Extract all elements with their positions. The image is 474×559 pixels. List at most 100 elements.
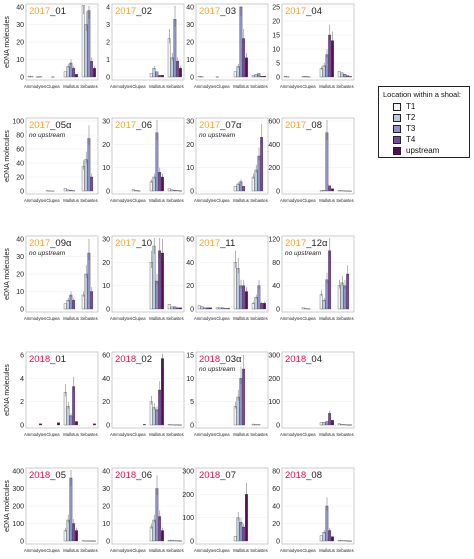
bar (176, 307, 180, 310)
bar (155, 409, 159, 426)
panel-year: 2018 (199, 470, 220, 481)
bar (69, 477, 73, 542)
x-tick-label: Ammodytes (110, 84, 132, 89)
panel-title: 2017_06 (115, 120, 152, 131)
bar (224, 308, 228, 310)
panel-title: 2017_08 (285, 120, 322, 131)
x-tick-label: Clupea (216, 198, 230, 203)
bar (75, 74, 78, 78)
panel-note: no upstream (29, 132, 66, 139)
panel-2018_07: 0 100 200 300 Ammodytes Clupea Mallotus Sebaste… (182, 467, 269, 553)
bar (319, 68, 323, 78)
y-tick-label: 10 (186, 165, 194, 172)
panel-id: _04 (305, 6, 322, 17)
y-tick-label: 30 (16, 22, 24, 29)
panel-2017_07: 0 10 20 30 Ammodytes Clupea Mallotus Sebastes 20… (186, 117, 269, 203)
y-tick-label: 20 (102, 399, 110, 406)
x-tick-label: Sebastes (336, 548, 353, 553)
x-tick-label: Mallotus (63, 548, 79, 553)
bar (233, 406, 237, 426)
bar (152, 407, 156, 426)
y-tick-label: 40 (16, 237, 24, 244)
bar (322, 532, 326, 542)
bar (66, 300, 70, 310)
bar (239, 6, 243, 78)
panel-note: no upstream (29, 250, 66, 257)
bar (87, 10, 91, 78)
bar (81, 166, 85, 192)
x-tick-label: Mallotus (149, 432, 165, 437)
bar (325, 505, 329, 542)
x-tick-label: Ammodytes (24, 198, 46, 203)
y-tick-label: 200 (268, 376, 280, 383)
y-tick-label: 80 (272, 469, 280, 476)
panel-year: 2017 (285, 238, 306, 249)
bar (251, 423, 255, 426)
y-tick-label: 0 (20, 307, 24, 314)
x-tick-label: Mallotus (149, 198, 165, 203)
y-tick-label: 100 (12, 119, 24, 126)
x-tick-label: Mallotus (319, 316, 335, 321)
bar (69, 415, 73, 426)
bar (233, 536, 237, 542)
panel-id: _02 (135, 354, 152, 365)
panel-title: 2018_07 (199, 470, 236, 481)
y-tick-label: 20 (102, 260, 110, 267)
bar (66, 519, 70, 542)
panel-id: _07 (219, 470, 236, 481)
y-tick-label: 400 (268, 142, 280, 149)
x-tick-label: Mallotus (63, 316, 79, 321)
bar (179, 307, 182, 310)
legend-title: Location within a shoal: (383, 90, 461, 99)
x-tick-label: Ammodytes (280, 316, 302, 321)
panel-2017_01: 0 10 20 30 40 Ammodytes Clupea Mallotus Sebastes… (16, 3, 99, 89)
y-tick-label: 0 (106, 539, 110, 546)
bar (233, 71, 237, 78)
panel-year: 2017 (199, 120, 220, 131)
y-tick-label: 4 (106, 5, 110, 12)
panel-id: _10 (135, 238, 152, 249)
y-tick-label: 30 (102, 486, 110, 493)
bar (319, 422, 323, 426)
panel-2018_02: 0 20 40 60 Ammodytes Clupea Mallotus Sebastes 20… (102, 351, 185, 437)
panel-id: _06 (135, 470, 152, 481)
y-tick-label: 120 (268, 237, 280, 244)
bar (257, 155, 261, 192)
x-tick-label: Sebastes (250, 316, 267, 321)
panel-title: 2017_10 (115, 238, 152, 249)
panel-year: 2017 (199, 238, 220, 249)
y-tick-label: 100 (268, 399, 280, 406)
y-tick-label: 0 (276, 539, 280, 546)
y-tick-label: 10 (102, 521, 110, 528)
bar (158, 250, 162, 310)
x-tick-label: Clupea (216, 432, 230, 437)
panel-year: 2017 (285, 120, 306, 131)
bar (134, 190, 138, 192)
panel-title: 2017_09α (29, 238, 72, 249)
legend-label-t1: T1 (406, 102, 416, 111)
bar (155, 71, 159, 78)
bar (263, 75, 266, 78)
panel-note: no upstream (199, 132, 236, 139)
x-tick-label: Mallotus (319, 84, 335, 89)
x-tick-label: Ammodytes (194, 84, 216, 89)
bar (149, 401, 153, 426)
panel-title: 2017_11 (199, 238, 235, 249)
bar (87, 138, 91, 192)
y-tick-label: 400 (12, 469, 24, 476)
x-tick-label: Clupea (302, 548, 316, 553)
panel-title: 2018_01 (29, 354, 66, 365)
panel-title: 2018_04 (285, 354, 322, 365)
bar (63, 530, 67, 542)
y-tick-label: 30 (102, 237, 110, 244)
x-tick-label: Mallotus (63, 84, 79, 89)
bar (158, 75, 162, 78)
y-tick-label: 30 (186, 119, 194, 126)
panel-id: _11 (219, 238, 235, 249)
panel-2017_04: 0 5 10 15 20 25 Ammodytes Clupea Mallotus Sebaste… (272, 3, 355, 89)
bar (304, 308, 308, 310)
panel-year: 2017 (29, 6, 50, 17)
y-tick-label: 0 (106, 189, 110, 196)
panel-id: _03α (219, 354, 242, 365)
y-tick-label: 300 (12, 486, 24, 493)
